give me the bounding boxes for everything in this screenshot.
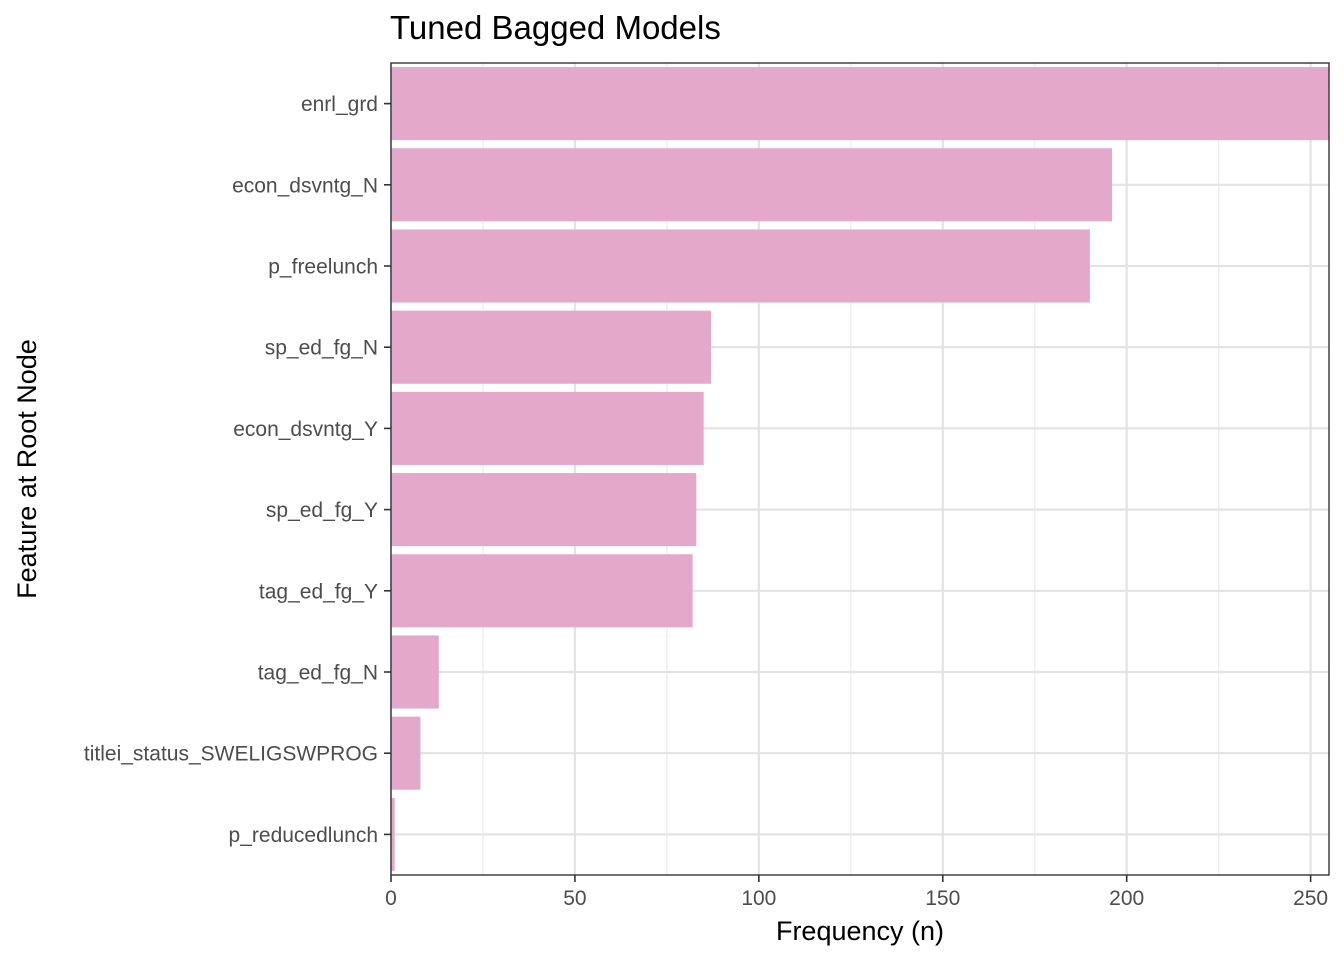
x-tick-label: 100 <box>741 887 776 910</box>
panel-border <box>390 62 1330 876</box>
x-axis-title: Frequency (n) <box>776 916 944 946</box>
y-tick-label: titlei_status_SWELIGSWPROG <box>84 743 378 766</box>
bar-titlei_status_SWELIGSWPROG <box>391 716 421 790</box>
bar-enrl_grd <box>391 67 1329 141</box>
y-axis-title: Feature at Root Node <box>12 339 42 599</box>
x-tick-label: 150 <box>925 887 960 910</box>
y-tick-label: p_freelunch <box>268 256 378 279</box>
x-tick-label: 250 <box>1293 887 1328 910</box>
bar-sp_ed_fg_N <box>391 310 712 384</box>
y-tick-label: tag_ed_fg_N <box>258 662 378 685</box>
x-axis: 0 50 100 150 200 250 <box>385 875 1328 910</box>
bar-sp_ed_fg_Y <box>391 473 697 547</box>
chart-title: Tuned Bagged Models <box>390 9 721 46</box>
y-tick-label: enrl_grd <box>301 93 378 116</box>
bar-econ_dsvntg_N <box>391 148 1112 222</box>
bar-p_freelunch <box>391 229 1090 303</box>
bar-tag_ed_fg_N <box>391 635 439 709</box>
y-tick-label: sp_ed_fg_N <box>265 337 378 360</box>
y-tick-label: sp_ed_fg_Y <box>266 499 378 522</box>
y-tick-label: tag_ed_fg_Y <box>259 580 378 603</box>
x-tick-label: 0 <box>385 887 397 910</box>
x-tick-label: 50 <box>563 887 586 910</box>
x-tick-label: 200 <box>1109 887 1144 910</box>
y-tick-label: p_reducedlunch <box>229 824 378 847</box>
bar-p_reducedlunch <box>391 797 395 871</box>
y-axis: enrl_grd econ_dsvntg_N p_freelunch sp_ed_fg… <box>84 93 391 847</box>
bar-tag_ed_fg_Y <box>391 554 693 628</box>
bar-econ_dsvntg_Y <box>391 391 704 465</box>
y-tick-label: econ_dsvntg_Y <box>233 418 378 441</box>
bar-layer <box>391 67 1329 871</box>
y-tick-label: econ_dsvntg_N <box>232 174 378 197</box>
